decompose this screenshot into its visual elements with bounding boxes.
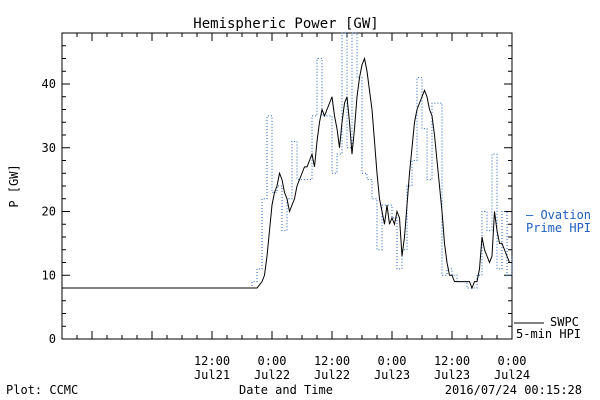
x-axis-ticks: 12:00Jul210:00Jul2212:00Jul220:00Jul2312… [61,33,530,382]
legend-swpc-label-1: SWPC [550,315,579,329]
x-tick-label-date: Jul22 [314,368,350,382]
y-axis-label: P [GW] [7,164,21,207]
series-swpc-5min-hpi [62,56,512,290]
legend-ovation-label-2: Prime HPI [526,221,591,235]
y-tick-label: 30 [42,141,56,155]
legend-ovation-label-1: — Ovation [526,208,591,222]
x-tick-label-date: Jul21 [194,368,230,382]
plot-area-frame [61,32,513,340]
series-ovation-prime-hpi [62,32,513,289]
x-tick-label-time: 0:00 [258,354,287,368]
y-axis-ticks: 0 10 20 30 40 [42,32,512,346]
y-tick-label: 0 [49,332,56,346]
y-tick-label: 10 [42,268,56,282]
x-tick-label-date: Jul24 [494,368,530,382]
y-tick-label: 40 [42,77,56,91]
x-tick-label-date: Jul22 [254,368,290,382]
legend-swpc-label-2: 5-min HPI [516,327,581,341]
footer-credit: Plot: CCMC [6,383,78,397]
x-tick-label-time: 12:00 [434,354,470,368]
x-tick-label-time: 0:00 [498,354,527,368]
x-tick-label-time: 0:00 [378,354,407,368]
x-tick-label-time: 12:00 [314,354,350,368]
chart-title: Hemispheric Power [GW] [193,16,378,32]
footer-timestamp: 2016/07/24 00:15:28 [445,383,582,397]
x-tick-label-time: 12:00 [194,354,230,368]
y-tick-label: 20 [42,205,56,219]
x-tick-label-date: Jul23 [434,368,470,382]
x-tick-label-date: Jul23 [374,368,410,382]
x-axis-label: Date and Time [239,383,333,397]
